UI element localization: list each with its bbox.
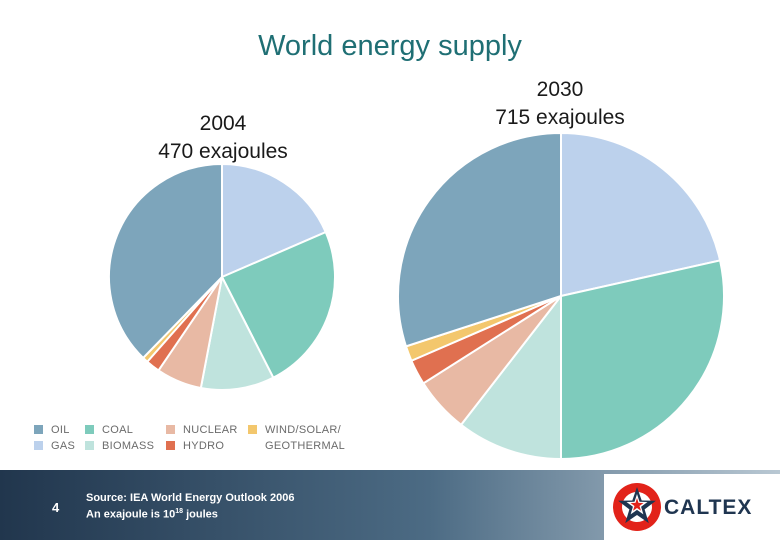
pie-2004-slice-oil	[108, 162, 223, 360]
legend-item-gas: GAS	[34, 440, 75, 453]
legend-item-geothermal: GEOTHERMAL	[265, 440, 345, 453]
pie-2030-slice-oil	[397, 131, 562, 348]
exajoule-note-exponent: 18	[175, 508, 184, 515]
legend-label-wind-solar: WIND/SOLAR/	[265, 424, 342, 436]
pie-2030-label: 2030 715 exajoules	[455, 76, 665, 132]
pie-2004-year: 2004	[199, 112, 247, 135]
legend-swatch-hydro	[166, 441, 175, 450]
source-line: Source: IEA World Energy Outlook 2006	[86, 492, 295, 504]
exajoule-note: An exajoule is 1018 joules	[86, 505, 294, 522]
pie-2004	[108, 162, 336, 391]
pie-2004-label: 2004 470 exajoules	[118, 110, 328, 166]
pie-2004-slice-biomass	[199, 273, 275, 391]
pie-2030-year: 2030	[536, 78, 584, 101]
legend-swatch-wind-solar	[248, 425, 257, 434]
legend-item-oil: OIL	[34, 424, 70, 437]
legend-label-coal: COAL	[102, 424, 134, 436]
exajoule-note-prefix: An exajoule is 10	[86, 508, 176, 521]
pie-2030-slice-gas	[560, 131, 722, 298]
page-title: World energy supply	[258, 30, 522, 62]
legend-item-wind-solar: WIND/SOLAR/	[248, 424, 341, 437]
legend-label-nuclear: NUCLEAR	[183, 424, 238, 436]
legend-swatch-biomass	[85, 441, 94, 450]
legend-swatch-coal	[85, 425, 94, 434]
pie-2030-slice-biomass	[459, 293, 562, 461]
pie-2004-total: 470 exajoules	[158, 140, 288, 163]
pie-2004-slice-coal	[220, 230, 336, 380]
legend-label-biomass: BIOMASS	[102, 440, 155, 452]
legend-item-nuclear: NUCLEAR	[166, 424, 238, 437]
legend-swatch-oil	[34, 425, 43, 434]
pie-2030-total: 715 exajoules	[495, 106, 625, 129]
legend-item-biomass: BIOMASS	[85, 440, 154, 453]
caltex-wordmark: CALTEX	[664, 496, 753, 519]
footer-bar: 4 Source: IEA World Energy Outlook 2006 …	[0, 470, 780, 540]
pie-2004-slice-gas	[221, 162, 328, 279]
legend-item-coal: COAL	[85, 424, 133, 437]
legend-item-hydro: HYDRO	[166, 440, 224, 453]
legend-label-oil: OIL	[51, 424, 70, 436]
legend-swatch-gas	[34, 441, 43, 450]
chart-legend: OIL COAL NUCLEAR WIND/SOLAR/ GAS BIOMASS…	[34, 424, 364, 454]
pie-2030	[397, 131, 725, 461]
legend-label-gas: GAS	[51, 440, 76, 452]
legend-label-hydro: HYDRO	[183, 440, 225, 452]
pie-2030-slice-coal	[560, 259, 725, 461]
exajoule-note-suffix: joules	[183, 508, 218, 521]
caltex-logo: CALTEX	[604, 474, 780, 540]
source-note: Source: IEA World Energy Outlook 2006 An…	[86, 491, 294, 522]
legend-label-geothermal: GEOTHERMAL	[265, 440, 346, 452]
caltex-star-icon	[613, 483, 661, 531]
pie-charts	[108, 131, 725, 461]
slide-number: 4	[52, 500, 60, 515]
legend-swatch-nuclear	[166, 425, 175, 434]
